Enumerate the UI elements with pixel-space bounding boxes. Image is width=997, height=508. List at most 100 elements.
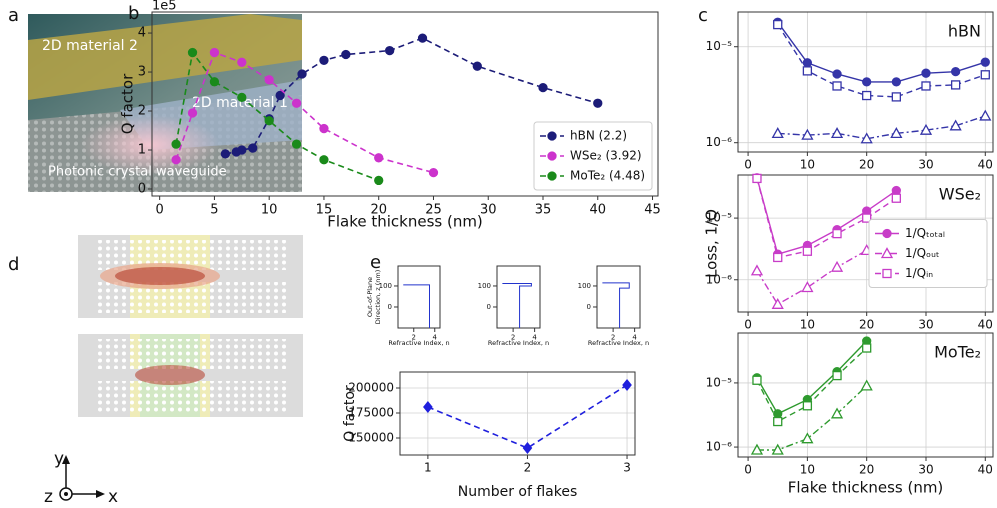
marker	[547, 171, 557, 181]
axis-letter: x	[108, 487, 118, 507]
panel-d-axes: y z x	[44, 449, 118, 507]
panel-label: d	[8, 254, 19, 275]
x-axis-label: Refractive Index, n	[388, 339, 449, 347]
y-tick-label: 1	[138, 143, 146, 158]
image-label: 2D material 2	[42, 38, 138, 54]
y-axis-label: Loss, 1/Q	[703, 209, 721, 278]
marker	[428, 167, 439, 178]
y-tick-label: 10⁻⁵	[706, 375, 733, 389]
series-line	[756, 178, 897, 259]
x-tick-label: 2	[412, 333, 416, 341]
panel-label: c	[698, 5, 708, 26]
panel-annotation: MoTe₂	[934, 343, 981, 362]
legend-box	[533, 121, 653, 191]
marker	[950, 80, 961, 90]
x-tick-label: 2	[611, 333, 615, 341]
marker	[890, 127, 903, 139]
x-tick-label: 30	[918, 463, 933, 477]
x-tick-label: 45	[644, 202, 661, 217]
marker	[860, 132, 873, 144]
x-tick-label: 10	[800, 318, 815, 332]
marker	[773, 252, 783, 263]
marker	[374, 175, 384, 186]
series-line	[777, 21, 986, 83]
marker	[921, 68, 931, 78]
marker	[802, 246, 813, 256]
marker	[980, 70, 990, 80]
marker	[417, 33, 428, 43]
series-line	[403, 284, 430, 328]
marker	[187, 108, 198, 118]
series-line	[756, 227, 897, 306]
plot-frame	[596, 265, 641, 329]
x-tick-label: 30	[918, 158, 933, 172]
marker	[802, 58, 813, 68]
x-axis-label: Refractive Index, n	[488, 339, 549, 347]
marker	[522, 441, 533, 455]
y-tick-label: 175000	[348, 406, 394, 420]
marker	[891, 193, 901, 203]
marker	[341, 49, 351, 60]
series-line	[777, 115, 986, 140]
offset-text: 1e5	[152, 0, 177, 14]
marker	[801, 128, 814, 140]
marker	[891, 92, 901, 102]
x-tick-label: 2	[511, 333, 515, 341]
x-tick-label: 15	[316, 202, 333, 217]
series-line	[427, 384, 628, 449]
legend-label: 1/Qₜₒₜₐₗ	[905, 226, 945, 240]
marker	[919, 123, 933, 135]
x-tick-label: 0	[744, 158, 752, 172]
marker	[237, 145, 247, 155]
x-tick-label: 10	[800, 158, 815, 172]
axis-letter: z	[44, 487, 53, 507]
marker	[171, 139, 181, 149]
marker	[593, 98, 603, 108]
y-axis-label: Q factor	[119, 73, 137, 134]
legend-label: 1/Qᵢₙ	[905, 266, 933, 280]
marker	[832, 228, 842, 239]
marker	[291, 98, 302, 108]
axis-letter: y	[54, 449, 64, 469]
panel-labels: a b c d e	[8, 3, 708, 275]
x-tick-label: 0	[744, 463, 752, 477]
marker	[385, 45, 395, 56]
panel-label: e	[370, 252, 381, 273]
marker	[423, 400, 433, 414]
x-tick-label: 2	[524, 461, 532, 475]
marker	[622, 378, 632, 392]
marker	[237, 57, 247, 67]
marker	[752, 173, 762, 184]
legend-label: 1/Qₒᵤₜ	[905, 246, 939, 260]
marker	[949, 119, 962, 131]
marker	[802, 401, 813, 411]
image-label: Photonic crystal waveguide	[48, 165, 227, 180]
series-line	[756, 177, 897, 256]
marker	[187, 47, 198, 58]
marker	[832, 81, 842, 91]
marker	[472, 61, 482, 71]
panel-a-labels: 2D material 2 2D material 1 Photonic cry…	[42, 38, 288, 180]
x-tick-label: 40	[978, 463, 993, 477]
marker	[980, 57, 990, 67]
x-tick-label: 0	[744, 318, 752, 332]
marker	[862, 90, 872, 101]
y-tick-label: 150000	[348, 431, 394, 445]
y-axis-label: Q factor	[342, 385, 358, 442]
marker	[801, 432, 814, 444]
marker	[319, 155, 329, 165]
x-tick-label: 3	[623, 461, 631, 475]
marker	[860, 379, 873, 391]
marker	[547, 151, 557, 161]
y-tick-label: 10⁻⁶	[706, 272, 733, 286]
x-tick-label: 4	[632, 333, 637, 341]
marker	[209, 77, 220, 87]
x-tick-label: 20	[859, 318, 874, 332]
series-line	[777, 24, 986, 98]
x-tick-label: 20	[370, 202, 387, 217]
y-tick-label: 0	[587, 303, 591, 311]
y-tick-label: 4	[138, 26, 146, 41]
legend-label: hBN (2.2)	[570, 129, 627, 143]
x-tick-label: 10	[261, 202, 278, 217]
